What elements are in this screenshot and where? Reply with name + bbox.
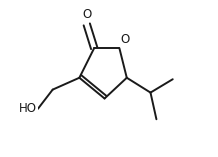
Text: O: O [121, 33, 130, 46]
Text: O: O [82, 8, 91, 21]
Text: HO: HO [19, 102, 37, 115]
